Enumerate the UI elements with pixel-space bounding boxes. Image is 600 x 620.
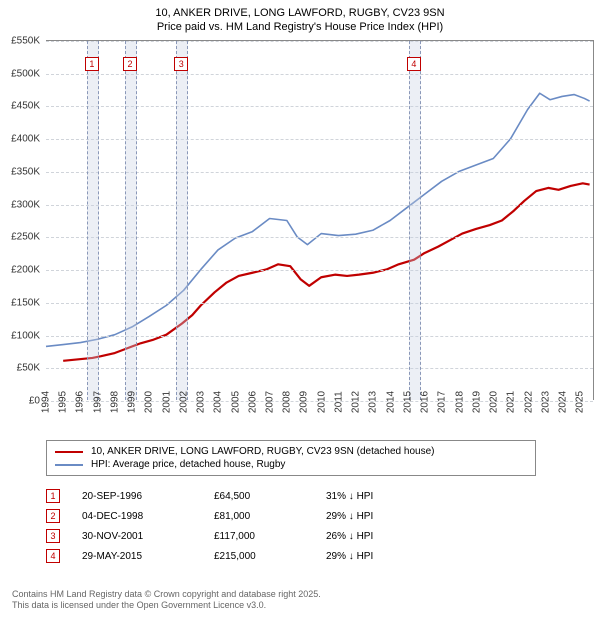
x-axis-label: 2020: [489, 391, 500, 413]
transaction-marker-band: [176, 41, 188, 400]
x-axis-label: 2018: [454, 391, 465, 413]
x-axis-label: 2015: [402, 391, 413, 413]
transaction-table: 1 20-SEP-1996 £64,500 31% ↓ HPI 2 04-DEC-1998…: [46, 486, 536, 566]
transaction-date: 29-MAY-2015: [82, 551, 192, 562]
transaction-marker-box: 1: [85, 57, 99, 71]
legend-label: 10, ANKER DRIVE, LONG LAWFORD, RUGBY, CV…: [91, 446, 434, 457]
x-axis-label: 2013: [368, 391, 379, 413]
x-axis-label: 2004: [213, 391, 224, 413]
x-axis-label: 2007: [265, 391, 276, 413]
x-axis-label: 2001: [161, 391, 172, 413]
chart-container: 10, ANKER DRIVE, LONG LAWFORD, RUGBY, CV…: [0, 0, 600, 620]
x-axis-label: 2009: [299, 391, 310, 413]
x-axis-label: 2006: [247, 391, 258, 413]
transaction-price: £81,000: [214, 511, 304, 522]
transaction-price: £117,000: [214, 531, 304, 542]
transaction-marker-band: [87, 41, 99, 400]
x-axis-label: 1997: [92, 391, 103, 413]
transaction-marker: 2: [46, 509, 60, 523]
title-line2: Price paid vs. HM Land Registry's House …: [0, 20, 600, 34]
y-axis-label: £0: [0, 396, 40, 407]
x-axis-label: 1999: [127, 391, 138, 413]
legend-item: 10, ANKER DRIVE, LONG LAWFORD, RUGBY, CV…: [55, 445, 527, 458]
x-axis-label: 2014: [385, 391, 396, 413]
transaction-marker-box: 4: [407, 57, 421, 71]
y-axis-label: £100K: [0, 330, 40, 341]
x-axis-label: 2010: [316, 391, 327, 413]
y-axis-label: £450K: [0, 101, 40, 112]
transaction-diff: 29% ↓ HPI: [326, 511, 426, 522]
transaction-diff: 26% ↓ HPI: [326, 531, 426, 542]
transaction-row: 3 30-NOV-2001 £117,000 26% ↓ HPI: [46, 526, 536, 546]
x-axis-label: 2016: [420, 391, 431, 413]
title-line1: 10, ANKER DRIVE, LONG LAWFORD, RUGBY, CV…: [0, 6, 600, 20]
legend-swatch: [55, 464, 83, 466]
transaction-row: 1 20-SEP-1996 £64,500 31% ↓ HPI: [46, 486, 536, 506]
transaction-marker-band: [125, 41, 137, 400]
x-axis-label: 1995: [58, 391, 69, 413]
x-axis-label: 1998: [109, 391, 120, 413]
x-axis-labels: 1994199519961997199819992000200120022003…: [46, 400, 594, 440]
footnote: Contains HM Land Registry data © Crown c…: [12, 589, 321, 612]
chart-legend: 10, ANKER DRIVE, LONG LAWFORD, RUGBY, CV…: [46, 440, 536, 476]
transaction-row: 4 29-MAY-2015 £215,000 29% ↓ HPI: [46, 546, 536, 566]
legend-label: HPI: Average price, detached house, Rugb…: [91, 459, 285, 470]
x-axis-label: 1996: [75, 391, 86, 413]
transaction-price: £64,500: [214, 491, 304, 502]
y-axis-label: £250K: [0, 232, 40, 243]
transaction-marker: 1: [46, 489, 60, 503]
y-axis-label: £200K: [0, 265, 40, 276]
x-axis-label: 2012: [351, 391, 362, 413]
x-axis-label: 2019: [471, 391, 482, 413]
transaction-diff: 31% ↓ HPI: [326, 491, 426, 502]
transaction-marker-box: 3: [174, 57, 188, 71]
x-axis-label: 2017: [437, 391, 448, 413]
x-axis-label: 2008: [282, 391, 293, 413]
transaction-marker-box: 2: [123, 57, 137, 71]
y-axis-label: £300K: [0, 199, 40, 210]
x-axis-label: 2022: [523, 391, 534, 413]
x-axis-label: 2000: [144, 391, 155, 413]
transaction-row: 2 04-DEC-1998 £81,000 29% ↓ HPI: [46, 506, 536, 526]
x-axis-label: 2021: [506, 391, 517, 413]
transaction-diff: 29% ↓ HPI: [326, 551, 426, 562]
y-axis-label: £400K: [0, 134, 40, 145]
x-axis-label: 2023: [540, 391, 551, 413]
chart-plot-area: £0£50K£100K£150K£200K£250K£300K£350K£400…: [46, 40, 594, 400]
legend-item: HPI: Average price, detached house, Rugb…: [55, 458, 527, 471]
transaction-marker: 4: [46, 549, 60, 563]
chart-title-block: 10, ANKER DRIVE, LONG LAWFORD, RUGBY, CV…: [0, 0, 600, 35]
series-price_paid: [63, 183, 589, 361]
footnote-line1: Contains HM Land Registry data © Crown c…: [12, 589, 321, 601]
y-axis-label: £50K: [0, 363, 40, 374]
x-axis-label: 2025: [575, 391, 586, 413]
transaction-price: £215,000: [214, 551, 304, 562]
y-axis-label: £500K: [0, 68, 40, 79]
transaction-date: 20-SEP-1996: [82, 491, 192, 502]
y-axis-label: £150K: [0, 297, 40, 308]
x-axis-label: 2003: [196, 391, 207, 413]
x-axis-label: 1994: [41, 391, 52, 413]
x-axis-label: 2002: [178, 391, 189, 413]
legend-swatch: [55, 451, 83, 453]
transaction-marker-band: [409, 41, 421, 400]
transaction-date: 04-DEC-1998: [82, 511, 192, 522]
x-axis-label: 2005: [230, 391, 241, 413]
y-axis-label: £550K: [0, 36, 40, 47]
footnote-line2: This data is licensed under the Open Gov…: [12, 600, 321, 612]
x-axis-label: 2011: [333, 391, 344, 413]
y-axis-label: £350K: [0, 166, 40, 177]
transaction-date: 30-NOV-2001: [82, 531, 192, 542]
x-axis-label: 2024: [557, 391, 568, 413]
transaction-marker: 3: [46, 529, 60, 543]
